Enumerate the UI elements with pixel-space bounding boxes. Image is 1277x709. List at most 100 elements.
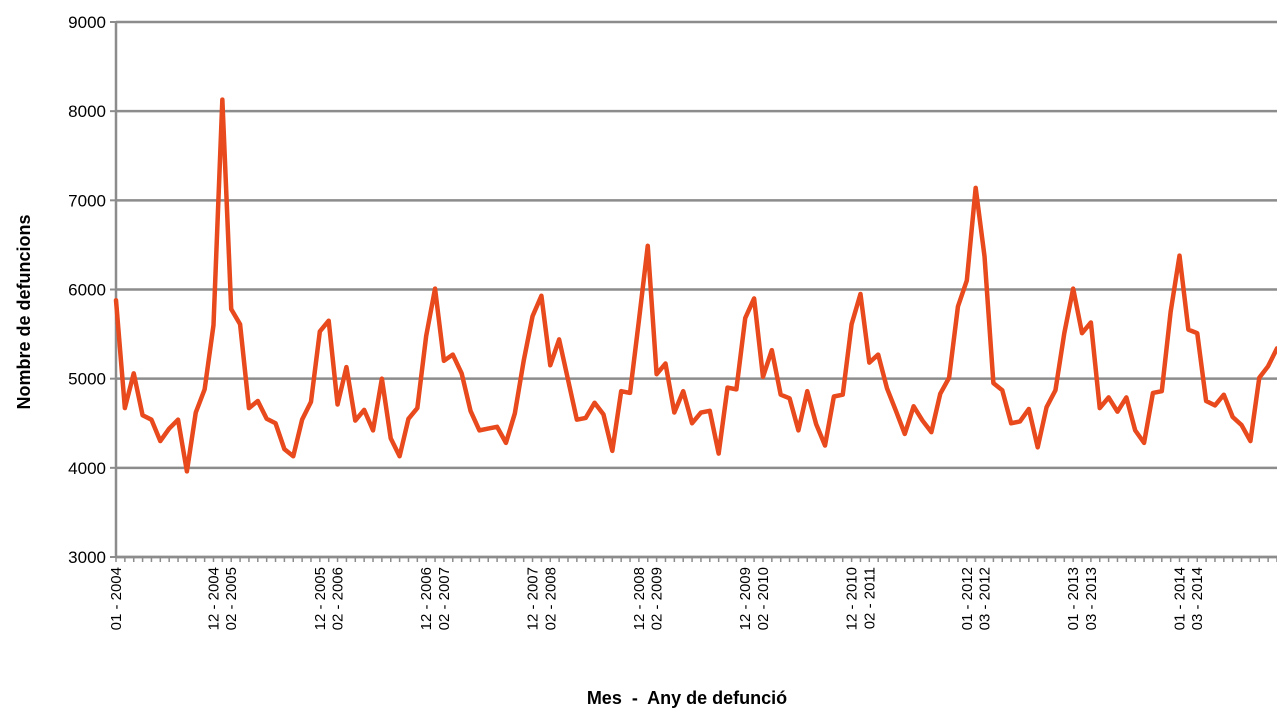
data-point — [114, 298, 118, 302]
data-point — [557, 337, 561, 341]
data-point — [477, 428, 481, 432]
data-point — [495, 425, 499, 429]
gridlines — [110, 20, 1277, 559]
data-point — [841, 393, 845, 397]
data-point — [610, 449, 614, 453]
data-point — [522, 359, 526, 363]
data-point — [406, 417, 410, 421]
data-point — [362, 408, 366, 412]
x-tick-label: 02 - 2008 — [542, 567, 559, 630]
data-point — [442, 359, 446, 363]
data-point — [1107, 395, 1111, 399]
data-point — [353, 419, 357, 423]
y-axis-tick-labels: 3000 4000 5000 6000 7000 8000 9000 — [68, 13, 106, 567]
data-point — [681, 389, 685, 393]
x-tick-label: 02 - 2009 — [649, 567, 666, 630]
x-axis-title: Mes - Any de defunció — [587, 688, 787, 708]
data-point — [531, 314, 535, 318]
data-point — [885, 386, 889, 390]
data-point — [761, 375, 765, 379]
data-point — [1266, 364, 1270, 368]
data-point — [1098, 406, 1102, 410]
data-point — [717, 452, 721, 456]
x-tick-label: 12 - 2006 — [418, 567, 435, 630]
data-point — [1178, 254, 1182, 258]
data-point — [344, 365, 348, 369]
data-point — [726, 386, 730, 390]
data-point — [823, 444, 827, 448]
x-tick-label: 03 - 2013 — [1083, 567, 1100, 630]
data-point — [690, 421, 694, 425]
data-point — [167, 427, 171, 431]
x-tick-label: 01 - 2014 — [1172, 567, 1189, 630]
data-point — [194, 411, 198, 415]
data-point — [850, 322, 854, 326]
data-point — [788, 396, 792, 400]
data-point — [318, 329, 322, 333]
data-point — [876, 353, 880, 357]
data-point — [894, 409, 898, 413]
x-tick-label: 01 - 2004 — [108, 567, 125, 630]
x-axis-minor-ticks — [115, 557, 1277, 562]
data-point — [1231, 415, 1235, 419]
data-point — [1053, 388, 1057, 392]
data-point — [1142, 441, 1146, 445]
data-point — [628, 391, 632, 395]
x-tick-label: 01 - 2012 — [959, 567, 976, 630]
data-point — [920, 419, 924, 423]
data-point — [1115, 410, 1119, 414]
x-tick-label: 12 - 2009 — [737, 567, 754, 630]
x-tick-label: 02 - 2005 — [223, 567, 240, 630]
data-point — [504, 441, 508, 445]
data-point — [1071, 287, 1075, 291]
x-tick-label: 02 - 2006 — [330, 567, 347, 630]
data-point — [584, 416, 588, 420]
data-point — [238, 322, 242, 326]
data-point — [1000, 388, 1004, 392]
data-point — [672, 411, 676, 415]
data-point — [1195, 331, 1199, 335]
data-point — [371, 428, 375, 432]
data-point — [956, 304, 960, 308]
data-point — [1151, 391, 1155, 395]
data-point — [947, 376, 951, 380]
data-point — [779, 393, 783, 397]
data-point — [1080, 331, 1084, 335]
data-point — [1009, 421, 1013, 425]
data-point — [282, 447, 286, 451]
data-point — [1213, 403, 1217, 407]
data-point — [593, 401, 597, 405]
x-axis-tick-labels: 01 - 2004 12 - 2004 02 - 2005 12 - 2005 02 -… — [108, 567, 1206, 630]
x-tick-label: 12 - 2010 — [844, 567, 861, 630]
x-tick-label: 12 - 2004 — [205, 567, 222, 630]
data-point — [424, 334, 428, 338]
data-point — [185, 469, 189, 473]
data-point — [1186, 328, 1190, 332]
data-point — [300, 418, 304, 422]
data-point — [415, 406, 419, 410]
data-point — [1036, 445, 1040, 449]
data-point — [451, 353, 455, 357]
data-point — [575, 418, 579, 422]
data-point — [1204, 399, 1208, 403]
data-point — [566, 378, 570, 382]
y-tick-label-7000: 7000 — [68, 191, 106, 210]
y-tick-label-9000: 9000 — [68, 13, 106, 32]
data-point — [965, 279, 969, 283]
data-point — [743, 316, 747, 320]
data-point — [486, 427, 490, 431]
data-point — [1027, 407, 1031, 411]
data-point — [646, 244, 650, 248]
data-point — [814, 422, 818, 426]
data-point — [149, 418, 153, 422]
data-point — [1169, 310, 1173, 314]
data-point — [796, 428, 800, 432]
data-point — [211, 323, 215, 327]
data-point — [141, 413, 145, 417]
data-point — [1124, 395, 1128, 399]
data-point — [832, 395, 836, 399]
data-point — [708, 409, 712, 413]
data-point — [176, 418, 180, 422]
data-point — [912, 404, 916, 408]
x-tick-label: 12 - 2005 — [312, 567, 329, 630]
